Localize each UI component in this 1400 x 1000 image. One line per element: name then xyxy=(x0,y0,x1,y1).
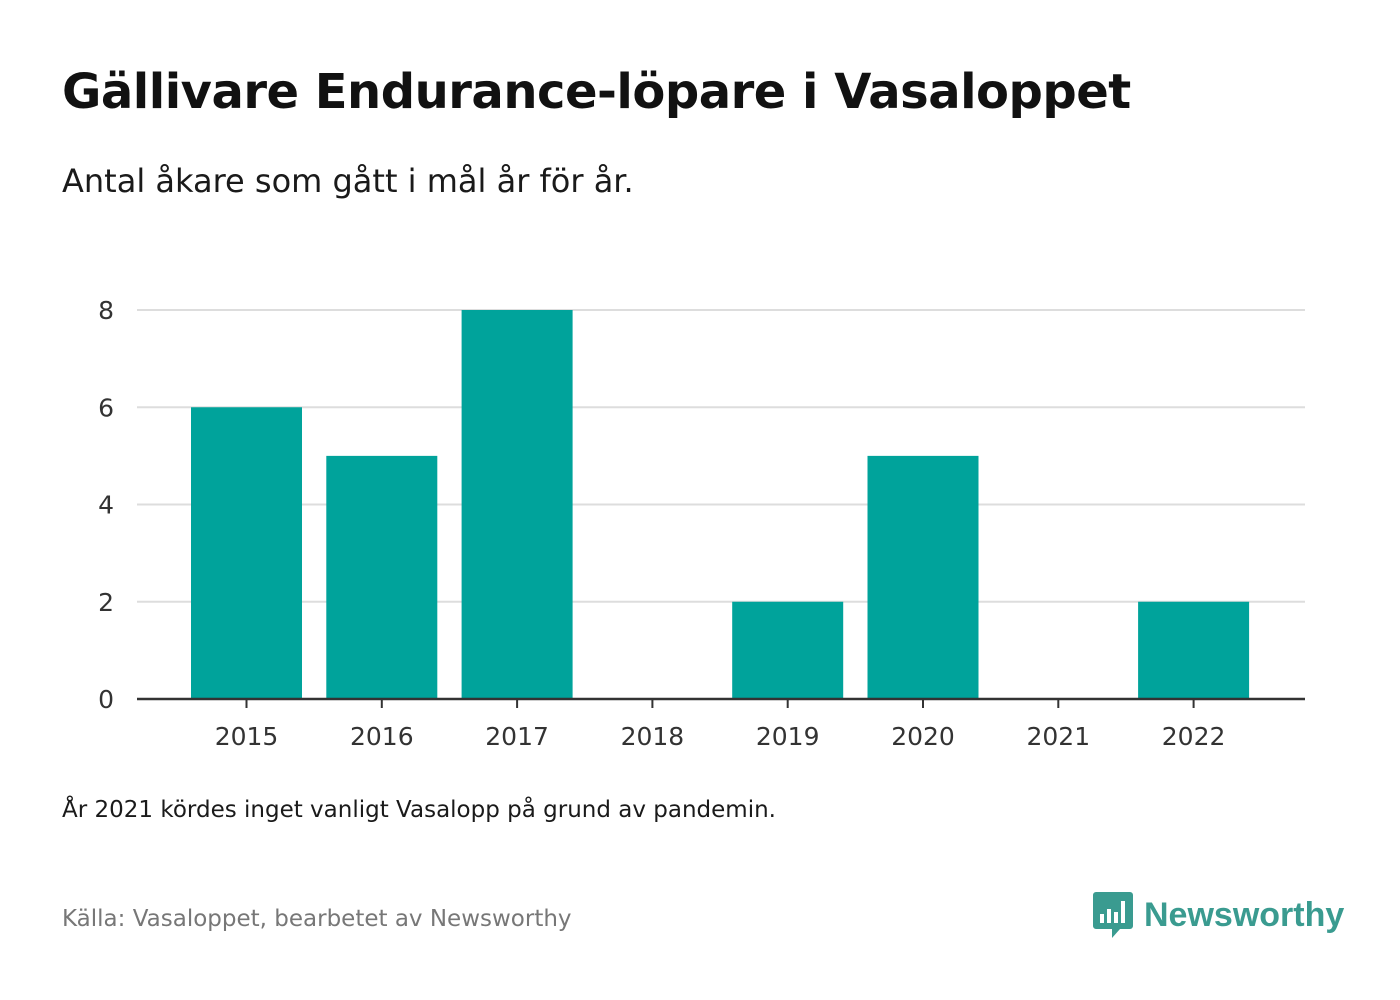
x-tick-label: 2016 xyxy=(350,722,414,751)
x-tick-label: 2019 xyxy=(756,722,820,751)
bar-2019 xyxy=(732,601,844,699)
bar-2015 xyxy=(191,407,302,699)
y-tick-label: 4 xyxy=(98,491,114,520)
x-tick-label: 2022 xyxy=(1162,722,1226,751)
chart-note: År 2021 kördes inget vanligt Vasalopp på… xyxy=(62,797,776,823)
bar-2016 xyxy=(326,455,438,699)
y-tick-labels: 0 2 4 6 8 xyxy=(98,296,114,714)
chart-subtitle: Antal åkare som gått i mål år för år. xyxy=(62,162,634,200)
bar-2020 xyxy=(867,455,979,699)
x-tick-label: 2017 xyxy=(485,722,549,751)
grid-lines xyxy=(137,309,1305,603)
y-tick-label: 0 xyxy=(98,685,114,714)
x-tick-label: 2018 xyxy=(621,722,685,751)
x-axis xyxy=(137,697,1305,708)
y-tick-label: 2 xyxy=(98,588,114,617)
x-tick-label: 2015 xyxy=(215,722,279,751)
brand-logo: Newsworthy xyxy=(1092,890,1344,940)
source-text: Källa: Vasaloppet, bearbetet av Newswort… xyxy=(62,906,572,932)
x-tick-labels: 2015 2016 2017 2018 2019 2020 2021 2022 xyxy=(215,722,1226,751)
bars xyxy=(191,310,1250,699)
chart-title: Gällivare Endurance-löpare i Vasaloppet xyxy=(62,64,1131,120)
bar-chart: 0 2 4 6 8 2015 2016 2017 2018 2019 2020 2021 2022 xyxy=(98,296,1305,751)
x-tick-label: 2020 xyxy=(891,722,955,751)
y-tick-label: 6 xyxy=(98,393,114,422)
bar-2017 xyxy=(461,310,573,699)
bar-2022 xyxy=(1138,601,1250,699)
brand-name: Newsworthy xyxy=(1144,895,1345,934)
x-tick-label: 2021 xyxy=(1026,722,1090,751)
newsworthy-logo-icon xyxy=(1093,892,1133,938)
y-tick-label: 8 xyxy=(98,296,114,325)
